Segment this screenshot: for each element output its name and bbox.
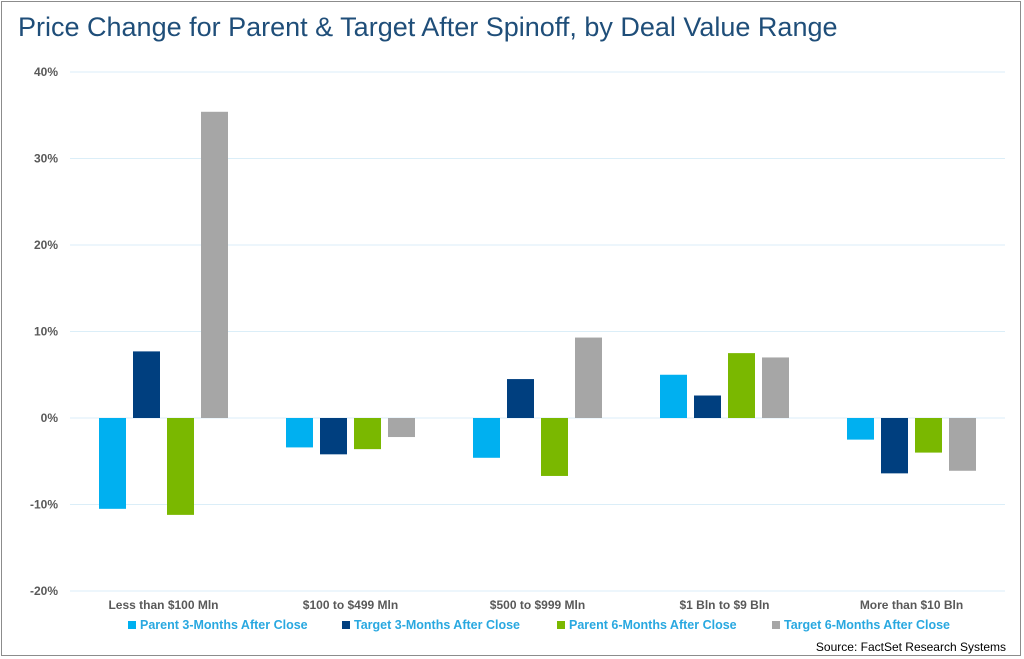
bar	[388, 418, 415, 438]
y-tick-label: -10%	[30, 498, 58, 512]
bar	[473, 418, 500, 458]
bar	[133, 351, 160, 418]
bar	[660, 374, 687, 418]
legend-label: Target 3-Months After Close	[354, 618, 520, 632]
bar	[881, 418, 908, 474]
legend-label: Parent 3-Months After Close	[140, 618, 308, 632]
bar	[167, 418, 194, 515]
legend-item: Parent 3-Months After Close	[128, 618, 308, 632]
legend-item: Target 6-Months After Close	[772, 618, 950, 632]
bar	[354, 418, 381, 450]
legend-swatch	[128, 621, 136, 629]
legend-item: Target 3-Months After Close	[342, 618, 520, 632]
bar	[320, 418, 347, 455]
legend-label: Parent 6-Months After Close	[569, 618, 737, 632]
y-tick-label: 30%	[34, 152, 58, 166]
bar	[507, 379, 534, 418]
bar	[847, 418, 874, 440]
bar	[99, 418, 126, 509]
x-tick-label: $1 Bln to $9 Bln	[679, 598, 769, 612]
bar	[201, 111, 228, 418]
x-tick-label: Less than $100 Mln	[108, 598, 218, 612]
x-tick-label: $100 to $499 Mln	[303, 598, 398, 612]
legend-swatch	[557, 621, 565, 629]
x-axis-ticks: Less than $100 Mln $100 to $499 Mln $500 t…	[108, 598, 963, 612]
bar	[728, 353, 755, 418]
bar	[575, 337, 602, 418]
y-tick-label: 10%	[34, 325, 58, 339]
bars	[99, 111, 976, 515]
y-tick-label: 0%	[41, 411, 59, 425]
x-tick-label: More than $10 Bln	[860, 598, 963, 612]
legend-item: Parent 6-Months After Close	[557, 618, 737, 632]
y-tick-label: 40%	[34, 65, 58, 79]
x-tick-label: $500 to $999 Mln	[490, 598, 585, 612]
bar	[949, 418, 976, 471]
legend-swatch	[342, 621, 350, 629]
bar	[915, 418, 942, 453]
legend-label: Target 6-Months After Close	[784, 618, 950, 632]
y-tick-label: -20%	[30, 584, 58, 598]
chart-title: Price Change for Parent & Target After S…	[18, 12, 838, 42]
legend-swatch	[772, 621, 780, 629]
legend: Parent 3-Months After Close Target 3-Mont…	[0, 618, 1024, 636]
bar	[694, 395, 721, 418]
y-axis-ticks: -20% -10% 0% 10% 20% 30% 40%	[30, 65, 58, 598]
y-tick-label: 20%	[34, 238, 58, 252]
source-note: Source: FactSet Research Systems	[815, 640, 1006, 654]
bar	[762, 357, 789, 418]
bar	[286, 418, 313, 448]
bar	[541, 418, 568, 476]
